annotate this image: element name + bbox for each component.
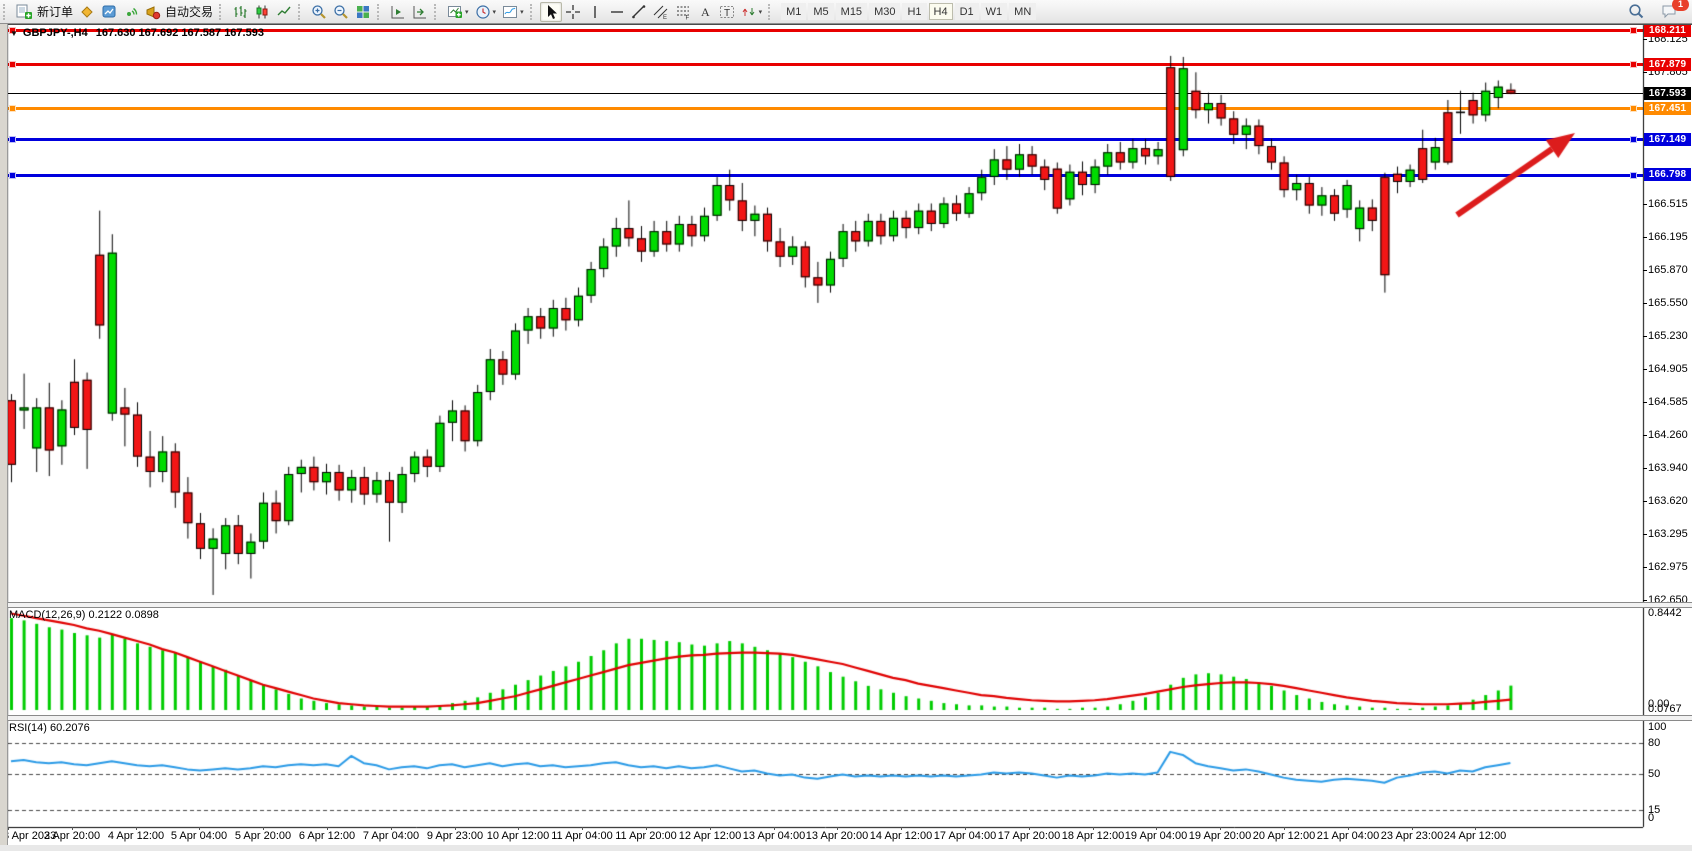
window-border	[0, 23, 1692, 25]
trendline-icon	[631, 4, 647, 20]
arrows-icon	[741, 4, 757, 20]
timeframe-button-M5[interactable]: M5	[808, 3, 834, 20]
new-order-button[interactable]: 新订单	[13, 2, 76, 22]
template-icon	[502, 4, 518, 20]
text-label-icon: T	[719, 4, 735, 20]
indicators-button[interactable]: ▾	[444, 2, 472, 22]
zoom-out-button[interactable]	[330, 2, 352, 22]
svg-text:T: T	[724, 8, 730, 19]
timeframe-button-H1[interactable]: H1	[902, 3, 927, 20]
templates-dropdown-caret: ▾	[520, 8, 524, 16]
autotrading-button[interactable]: 自动交易	[142, 2, 216, 22]
line-chart-button[interactable]	[273, 2, 295, 22]
status-strip	[0, 845, 1692, 851]
arrows-dropdown-caret: ▾	[758, 8, 763, 16]
periods-dropdown-caret: ▾	[492, 8, 497, 16]
toolbar-grip[interactable]	[377, 3, 383, 20]
new-order-label: 新订单	[37, 5, 74, 19]
toolbar-grip[interactable]	[3, 3, 9, 20]
toolbar-grip[interactable]	[298, 3, 304, 20]
zoom-in-button[interactable]	[308, 2, 330, 22]
autoscroll-button[interactable]	[387, 2, 409, 22]
ohlc-bars-icon	[232, 4, 248, 20]
svg-text:A: A	[701, 5, 710, 19]
timeframe-toolbar: M1 M5 M15 M30 H1 H4 D1 W1 MN	[780, 3, 1037, 20]
toolbar-right: 1	[1625, 0, 1692, 22]
bar-chart-button[interactable]	[229, 2, 251, 22]
fibonacci-tool-button[interactable]: F	[672, 2, 694, 22]
timeframe-button-H4[interactable]: H4	[928, 3, 953, 20]
search-button[interactable]	[1625, 2, 1648, 22]
toolbar-grip[interactable]	[529, 3, 536, 20]
horizontal-line-icon	[609, 4, 625, 20]
toolbar-grip[interactable]	[219, 3, 225, 20]
vertical-line-icon	[587, 4, 603, 20]
tile-windows-icon	[355, 4, 371, 20]
text-label-tool-button[interactable]: T	[716, 2, 738, 22]
zoom-in-icon	[311, 4, 327, 20]
channel-tool-button[interactable]: E	[650, 2, 672, 22]
indicators-dropdown-caret: ▾	[465, 8, 469, 16]
autoscroll-icon	[390, 4, 406, 20]
chart-left-border	[0, 24, 8, 845]
timeframe-button-M15[interactable]: M15	[835, 3, 868, 20]
toolbar-grip[interactable]	[768, 3, 774, 20]
text-a-icon: A	[697, 4, 713, 20]
blue-chart-icon	[101, 4, 117, 20]
cursor-tool-button[interactable]	[539, 1, 562, 22]
equidistant-channel-icon: E	[653, 4, 669, 20]
periods-button[interactable]: ▾	[472, 2, 500, 22]
charts-button[interactable]	[98, 2, 120, 22]
fibonacci-icon: F	[675, 4, 691, 20]
timeframe-button-D1[interactable]: D1	[954, 3, 979, 20]
quotes-button[interactable]	[76, 2, 98, 22]
signals-button[interactable]	[120, 2, 142, 22]
candlestick-icon	[254, 4, 270, 20]
add-indicator-icon	[447, 4, 463, 20]
toolbar-grip[interactable]	[434, 3, 440, 20]
new-order-icon	[16, 4, 33, 20]
zoom-out-icon	[333, 4, 349, 20]
clock-icon	[475, 4, 491, 20]
autotrading-icon	[145, 4, 161, 20]
toolbar: 新订单 自动交易 ▾ ▾	[0, 0, 1692, 24]
text-tool-button[interactable]: A	[694, 2, 716, 22]
timeframe-button-M30[interactable]: M30	[869, 3, 901, 20]
timeframe-button-M1[interactable]: M1	[781, 3, 807, 20]
trendline-tool-button[interactable]	[628, 2, 650, 22]
autotrading-label: 自动交易	[165, 5, 214, 19]
horizontal-line-tool-button[interactable]	[606, 2, 628, 22]
crosshair-icon	[565, 4, 581, 20]
timeframe-button-W1[interactable]: W1	[980, 3, 1008, 20]
line-chart-icon	[276, 4, 292, 20]
chart-shift-button[interactable]	[409, 2, 431, 22]
svg-text:F: F	[685, 15, 689, 20]
svg-text:E: E	[663, 15, 667, 20]
tile-windows-button[interactable]	[352, 2, 374, 22]
templates-button[interactable]: ▾	[499, 2, 527, 22]
signal-waves-icon	[123, 4, 139, 20]
crosshair-tool-button[interactable]	[562, 2, 584, 22]
candlestick-chart-button[interactable]	[251, 2, 273, 22]
cursor-icon	[543, 4, 559, 20]
chart-shift-icon	[412, 4, 428, 20]
chat-notification-badge: 1	[1672, 0, 1689, 11]
gold-box-icon	[79, 4, 95, 20]
arrows-tool-button[interactable]: ▾	[738, 2, 766, 22]
search-icon	[1628, 3, 1645, 20]
timeframe-button-MN[interactable]: MN	[1009, 3, 1037, 20]
vertical-line-tool-button[interactable]	[584, 2, 606, 22]
